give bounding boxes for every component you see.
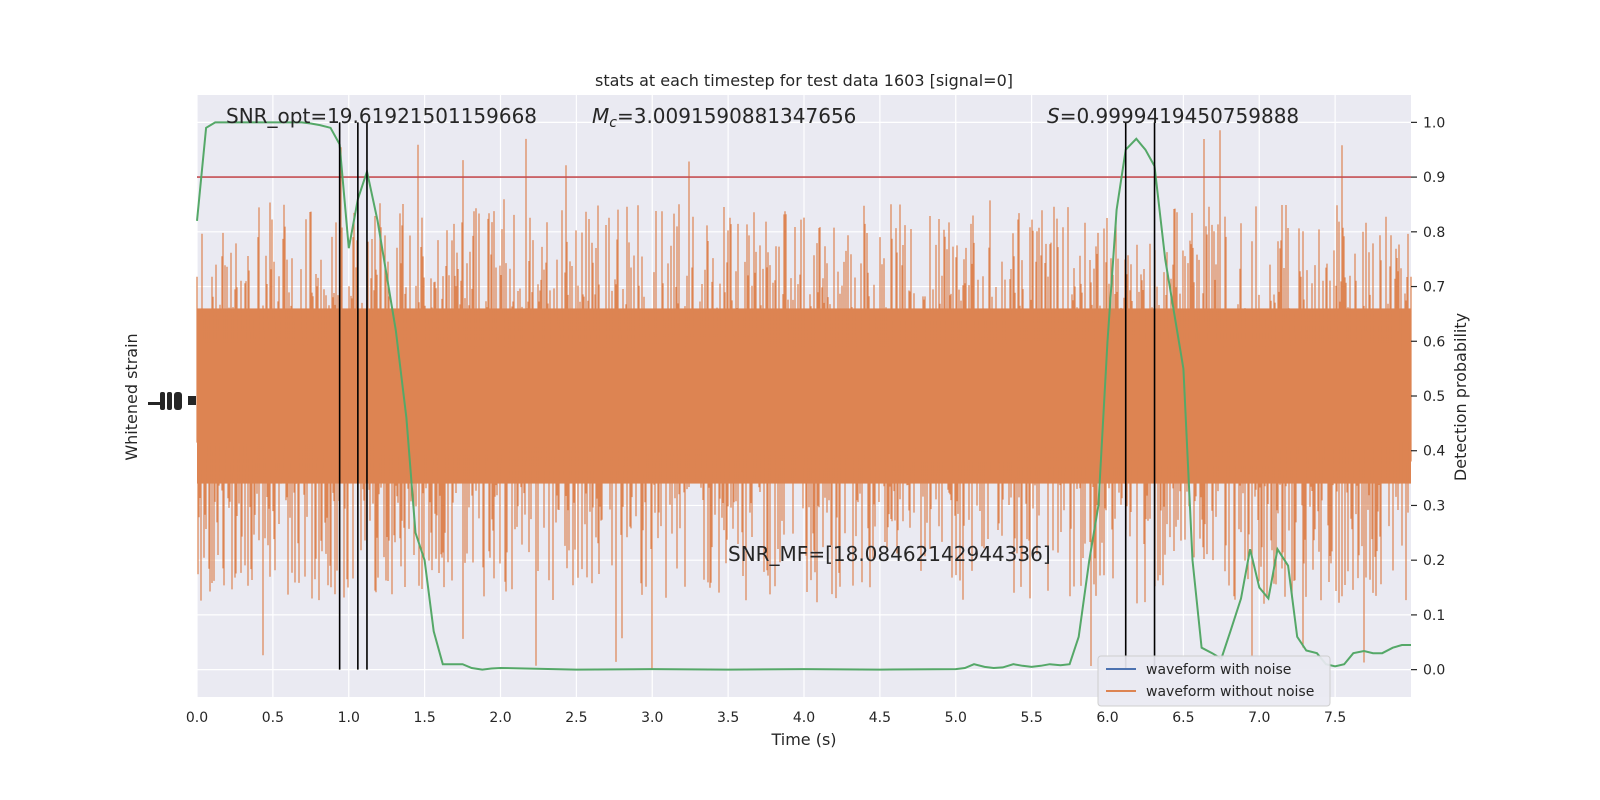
chirp-mass-annotation: Mc=3.0091590881347656 — [592, 104, 856, 131]
x-tick-label: 7.5 — [1324, 710, 1346, 726]
detection-probability-line — [196, 121, 1411, 671]
waveform-without-noise-series — [196, 130, 1412, 669]
x-tick-label: 0.5 — [262, 710, 284, 726]
detection-probability-series — [196, 121, 1411, 671]
x-tick-label: 5.5 — [1020, 710, 1042, 726]
legend-box — [1097, 655, 1331, 707]
x-tick-label: 3.0 — [641, 710, 663, 726]
x-axis-ticks: 0.0 0.5 1.0 1.5 2.0 2.5 3.0 3.5 4.0 4.5 5.0 5.5 6.0 6… — [186, 710, 1346, 726]
y-right-tick-label: 0.5 — [1423, 389, 1445, 405]
y-right-tick-label: 0.3 — [1423, 498, 1445, 514]
y-right-axis-label: Detection probability — [1451, 313, 1470, 481]
x-tick-label: 1.5 — [413, 710, 435, 726]
x-tick-label: 0.0 — [186, 710, 208, 726]
y-right-tick-label: 0.4 — [1423, 444, 1445, 460]
x-tick-label: 6.0 — [1096, 710, 1118, 726]
snr-mf-annotation: SNR_MF=[18.08462142944336] — [728, 542, 1051, 566]
x-tick-label: 6.5 — [1172, 710, 1194, 726]
left-axis-ticks-blob — [148, 392, 196, 410]
x-axis-label: Time (s) — [770, 730, 836, 749]
y-right-tick-label: 0.0 — [1423, 663, 1445, 679]
s-score-annotation: S=0.9999419450759888 — [1047, 104, 1299, 128]
legend-label-noise: waveform with noise — [1146, 662, 1291, 678]
legend-label-clean: waveform without noise — [1146, 684, 1314, 700]
x-tick-label: 2.0 — [489, 710, 511, 726]
y-right-tick-label: 0.6 — [1423, 334, 1445, 350]
y-right-tick-label: 1.0 — [1423, 115, 1445, 131]
y-left-axis-label: Whitened strain — [122, 333, 141, 460]
x-tick-label: 7.0 — [1248, 710, 1270, 726]
x-tick-label: 4.0 — [793, 710, 815, 726]
x-tick-label: 5.0 — [945, 710, 967, 726]
snr-opt-annotation: SNR_opt=19.61921501159668 — [226, 104, 537, 128]
y-right-tick-label: 0.8 — [1423, 225, 1445, 241]
vertical-marker-lines — [338, 122, 1156, 670]
y-right-tick-label: 0.9 — [1423, 170, 1445, 186]
y-right-tick-label: 0.7 — [1423, 280, 1445, 296]
y-right-tick-label: 0.2 — [1423, 553, 1445, 569]
chart-title: stats at each timestep for test data 160… — [595, 71, 1013, 90]
legend: waveform with noise waveform without noi… — [1097, 655, 1331, 707]
x-tick-label: 2.5 — [565, 710, 587, 726]
x-tick-label: 1.0 — [338, 710, 360, 726]
y-right-tick-label: 0.1 — [1423, 608, 1445, 624]
x-tick-label: 4.5 — [869, 710, 891, 726]
x-tick-label: 3.5 — [717, 710, 739, 726]
y-right-axis-ticks: 0.0 0.1 0.2 0.3 0.4 0.5 0.6 0.7 0.8 0.9 1.0 — [1411, 115, 1445, 679]
noise-spikes — [196, 130, 1412, 669]
